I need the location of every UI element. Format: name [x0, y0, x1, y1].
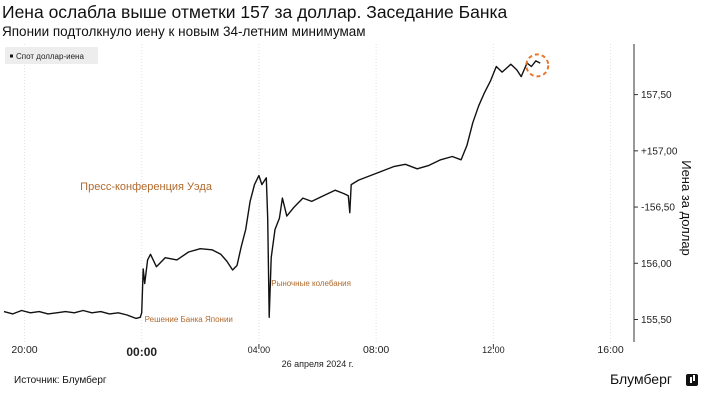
- x-tick-label-3: 08:00: [363, 344, 389, 356]
- y-tick-label-3: +157,00: [641, 146, 678, 157]
- x-tick-label-0: 20:00: [11, 344, 37, 356]
- annotation-ueda: Пресс-конференция Уэда: [80, 181, 213, 193]
- annotation-boj: Решение Банка Японии: [145, 315, 233, 324]
- x-tick-label-1: 00:00: [126, 345, 157, 359]
- y-tick-label-1: 156,00: [641, 259, 672, 270]
- annotation-volatility: Рыночные колебания: [271, 279, 351, 288]
- chart-title: Иена ослабла выше отметки 157 за доллар.…: [2, 2, 508, 22]
- highlight-circle: [525, 53, 550, 78]
- x-date-label: 26 апреля 2024 г.: [282, 359, 354, 369]
- legend-label: Спот доллар-иена: [16, 52, 84, 61]
- legend-swatch: [10, 54, 13, 58]
- brand-name: Блумберг: [609, 371, 672, 387]
- x-tick-label-2: 04:00: [248, 345, 271, 355]
- x-tick-label-4: 12:00: [482, 345, 505, 355]
- x-tick-label-5: 16:00: [597, 344, 623, 356]
- y-tick-label-4: 157,50: [641, 90, 672, 101]
- source-note: Источник: Блумберг: [14, 375, 107, 386]
- y-tick-label-0: 155,50: [641, 315, 672, 326]
- bloomberg-logo-icon: [686, 374, 698, 386]
- series-line-0: [3, 60, 541, 320]
- y-tick-label-2: -156,50: [641, 203, 675, 214]
- chart-subtitle: Японии подтолкнуло иену к новым 34-летни…: [2, 24, 366, 39]
- y-axis-title: Иена за доллар: [679, 160, 694, 256]
- legend-box: [5, 47, 98, 64]
